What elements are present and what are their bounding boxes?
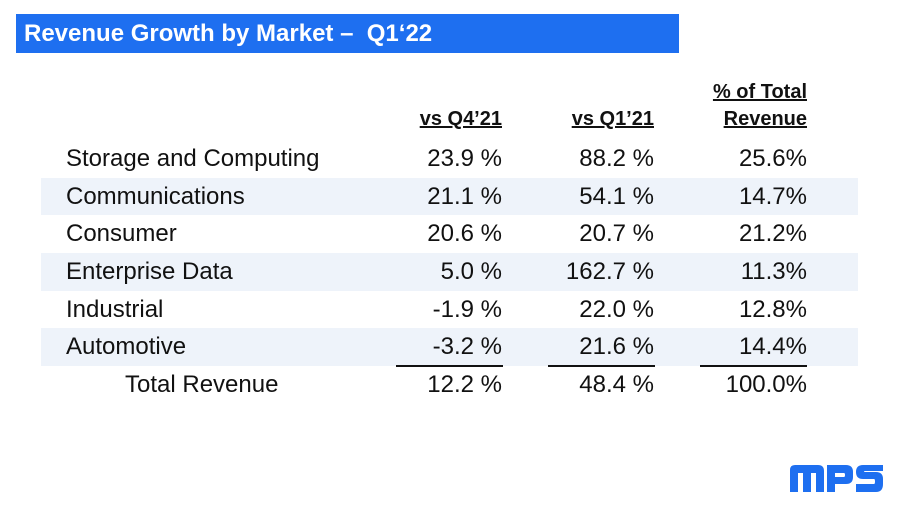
total-vs-q1-21: 48.4 % <box>579 371 654 399</box>
table-row: Communications 21.1 % 54.1 % 14.7% <box>41 177 858 216</box>
table-row: Storage and Computing 23.9 % 88.2 % 25.6… <box>41 140 858 178</box>
vs-q1-21-value: 88.2 % <box>579 145 654 172</box>
total-divider <box>396 365 503 367</box>
table-row: Consumer 20.6 % 20.7 % 21.2% <box>41 215 858 253</box>
revenue-table: Storage and Computing 23.9 % 88.2 % 25.6… <box>41 140 858 404</box>
table-row: Industrial -1.9 % 22.0 % 12.8% <box>41 291 858 329</box>
vs-q4-21-value: 21.1 % <box>427 182 502 210</box>
vs-q1-21-value: 20.7 % <box>579 220 654 248</box>
header-vs-q4-21: vs Q4’21 <box>419 108 502 130</box>
vs-q4-21-value: 5.0 % <box>440 258 502 286</box>
table-row: Enterprise Data 5.0 % 162.7 % 11.3% <box>41 253 858 291</box>
total-vs-q4-21: 12.2 % <box>427 371 502 399</box>
header-pct-total: % of Total Revenue <box>712 81 807 130</box>
total-pct-total: 100.0% <box>725 371 807 399</box>
total-label: Total Revenue <box>125 371 279 399</box>
market-label: Consumer <box>66 220 177 248</box>
mps-logo <box>788 462 884 499</box>
mps-logo-mark <box>790 465 883 492</box>
pct-total-value: 11.3% <box>740 258 807 286</box>
vs-q1-21-value: 54.1 % <box>579 182 654 210</box>
vs-q1-21-value: 162.7 % <box>565 258 654 286</box>
slide-title: Revenue Growth by Market – Q1‘22 <box>16 14 679 53</box>
pct-total-value: 12.8% <box>738 295 807 323</box>
vs-q4-21-value: 23.9 % <box>427 145 502 172</box>
vs-q4-21-value: 20.6 % <box>427 220 502 248</box>
table-row: Automotive -3.2 % 21.6 % 14.4% <box>41 328 858 367</box>
header-vs-q1-21: vs Q1’21 <box>571 108 654 130</box>
vs-q4-21-value: -3.2 % <box>432 333 502 361</box>
pct-total-value: 14.7% <box>738 182 807 210</box>
market-label: Storage and Computing <box>66 145 320 172</box>
pct-total-value: 21.2% <box>738 220 807 248</box>
total-divider <box>548 365 655 367</box>
total-divider <box>700 365 807 367</box>
pct-total-value: 14.4% <box>738 333 807 361</box>
vs-q1-21-value: 21.6 % <box>579 333 654 361</box>
market-label: Enterprise Data <box>66 258 233 286</box>
market-label: Communications <box>66 182 245 210</box>
total-row: Total Revenue 12.2 % 48.4 % 100.0% <box>41 366 858 404</box>
pct-total-value: 25.6% <box>738 145 807 172</box>
vs-q1-21-value: 22.0 % <box>579 295 654 323</box>
market-label: Industrial <box>66 295 164 323</box>
vs-q4-21-value: -1.9 % <box>432 295 502 323</box>
market-label: Automotive <box>66 333 187 361</box>
